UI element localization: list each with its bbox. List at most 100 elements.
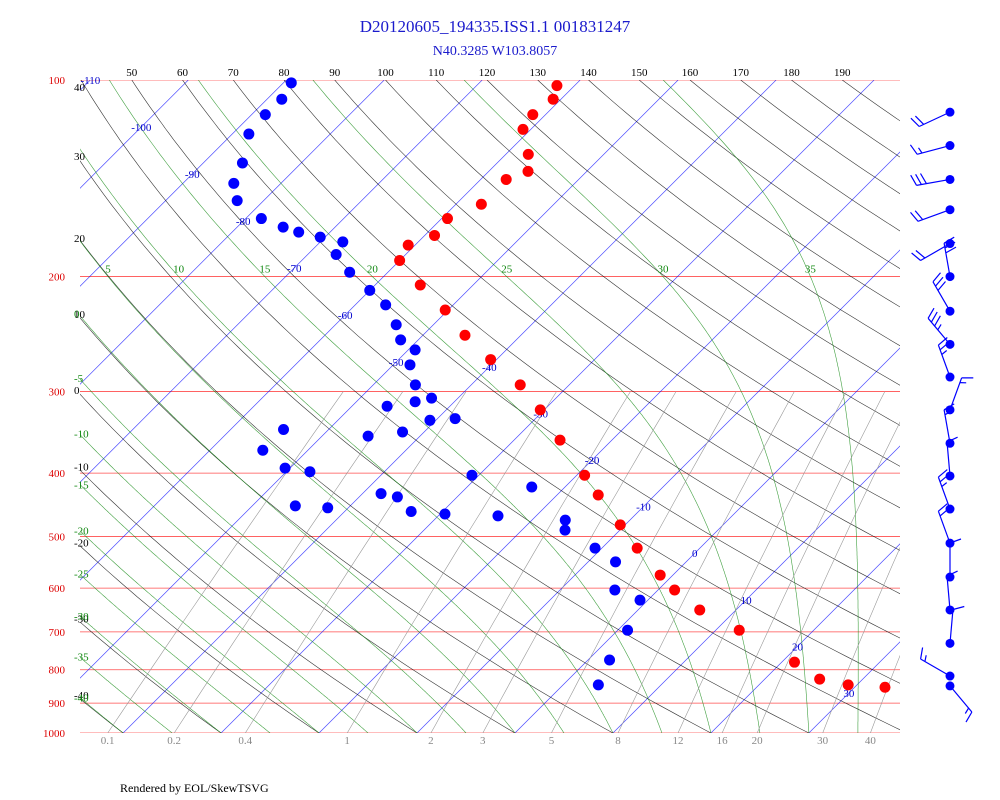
wind-staff bbox=[949, 685, 973, 713]
isotherm-label: -90 bbox=[185, 169, 200, 181]
isotherm bbox=[80, 80, 385, 385]
dry-adiabat-label: 20 bbox=[74, 233, 86, 245]
isotherm bbox=[808, 641, 900, 733]
sounding-point bbox=[381, 400, 393, 412]
mixing-ratio-label: 5 bbox=[549, 735, 555, 747]
dry-adiabat bbox=[80, 239, 712, 733]
dry-adiabat-label: 190 bbox=[834, 67, 851, 79]
moist-adiabat bbox=[80, 615, 222, 733]
moist-adiabat bbox=[109, 80, 663, 733]
mixing-ratio-label: 1 bbox=[344, 735, 350, 747]
sounding-point bbox=[554, 434, 566, 446]
pressure-label: 600 bbox=[49, 583, 66, 595]
moist-adiabat-label: -5 bbox=[74, 373, 84, 385]
sounding-point bbox=[390, 319, 402, 331]
moist-adiabat bbox=[80, 656, 173, 733]
dry-adiabat-label: 170 bbox=[732, 67, 749, 79]
wind-staff bbox=[946, 576, 951, 611]
sounding-point bbox=[257, 444, 269, 456]
dry-adiabat-label: 70 bbox=[228, 67, 240, 79]
dry-adiabat-label: -30 bbox=[74, 614, 89, 626]
moist-adiabat-label: 15 bbox=[259, 264, 271, 276]
sounding-point bbox=[814, 673, 826, 685]
wind-barb bbox=[943, 403, 955, 416]
moist-adiabat bbox=[80, 574, 271, 733]
mixing-ratio-label: 8 bbox=[615, 735, 621, 747]
sounding-point bbox=[500, 173, 512, 185]
dry-adiabat bbox=[80, 317, 614, 733]
wind-level bbox=[945, 671, 955, 681]
dry-adiabat-label: 160 bbox=[682, 67, 699, 79]
wind-staff bbox=[927, 317, 951, 345]
mixing-ratio-line bbox=[346, 391, 557, 733]
dry-adiabat-label: 40 bbox=[74, 82, 86, 94]
wind-barb bbox=[920, 647, 927, 662]
sounding-point bbox=[429, 229, 441, 241]
sounding-point bbox=[579, 469, 591, 481]
isotherm bbox=[80, 80, 483, 483]
dry-adiabat-label: 130 bbox=[529, 67, 546, 79]
sounding-point bbox=[559, 524, 571, 536]
dry-adiabat bbox=[385, 80, 900, 467]
sounding-point bbox=[589, 542, 601, 554]
wind-staff bbox=[917, 144, 951, 155]
isotherm bbox=[416, 249, 900, 733]
pressure-label: 400 bbox=[49, 468, 66, 480]
dry-adiabat bbox=[639, 80, 900, 270]
sounding-point bbox=[231, 195, 243, 207]
moist-adiabat-label: -35 bbox=[74, 652, 89, 664]
chart-title: D20120605_194335.ISS1.1 001831247 bbox=[360, 17, 631, 36]
wind-barb bbox=[938, 503, 950, 517]
dry-adiabat bbox=[80, 469, 418, 733]
isotherm bbox=[514, 347, 900, 733]
wind-barb bbox=[909, 144, 923, 155]
dry-adiabat bbox=[689, 80, 900, 232]
isotherm bbox=[80, 80, 581, 581]
isotherm bbox=[220, 80, 875, 733]
dry-adiabat-label: 100 bbox=[377, 67, 394, 79]
moist-adiabat-label: -40 bbox=[74, 692, 89, 704]
sounding-point bbox=[380, 299, 392, 311]
dry-adiabat-label: -20 bbox=[74, 538, 89, 550]
wind-barb bbox=[910, 173, 927, 186]
moist-adiabat bbox=[80, 378, 467, 733]
mixing-ratio-label: 3 bbox=[480, 735, 486, 747]
wind-staff bbox=[943, 409, 951, 444]
sounding-point bbox=[634, 594, 646, 606]
isotherm-label: -70 bbox=[287, 263, 302, 275]
wind-staff bbox=[949, 609, 954, 644]
dry-adiabat bbox=[791, 80, 900, 158]
sounding-point bbox=[259, 109, 271, 121]
pressure-label: 800 bbox=[49, 665, 66, 677]
mixing-ratio-label: 0.4 bbox=[238, 735, 252, 747]
sounding-point bbox=[236, 157, 248, 169]
wind-level bbox=[945, 306, 955, 316]
dry-adiabat bbox=[740, 80, 900, 195]
sounding-point bbox=[466, 469, 478, 481]
dry-adiabat-label: 0 bbox=[74, 385, 80, 397]
dry-adiabat bbox=[283, 80, 900, 551]
isotherm-label: -10 bbox=[636, 502, 651, 514]
dry-adiabat bbox=[233, 80, 900, 595]
sounding-point bbox=[243, 128, 255, 140]
dry-adiabat-label: 10 bbox=[74, 309, 86, 321]
dry-adiabat bbox=[80, 393, 516, 733]
moist-adiabat bbox=[198, 80, 712, 733]
mixing-ratio-label: 0.1 bbox=[101, 735, 115, 747]
moist-adiabat-label: 25 bbox=[501, 264, 513, 276]
wind-staff bbox=[917, 209, 951, 222]
wind-barb bbox=[910, 115, 925, 127]
wind-level bbox=[945, 638, 955, 648]
sounding-point bbox=[527, 109, 539, 121]
sounding-point bbox=[439, 304, 451, 316]
dry-adiabat bbox=[435, 80, 900, 426]
dry-adiabat-label: 90 bbox=[329, 67, 341, 79]
sounding-point bbox=[279, 462, 291, 474]
moist-adiabat-label: 10 bbox=[173, 264, 185, 276]
isotherm-label: 0 bbox=[692, 548, 698, 560]
dry-adiabat bbox=[588, 80, 900, 308]
sounding-point bbox=[402, 239, 414, 251]
isotherm bbox=[80, 80, 679, 679]
sounding-point bbox=[314, 231, 326, 243]
mixing-ratio-label: 20 bbox=[752, 735, 764, 747]
